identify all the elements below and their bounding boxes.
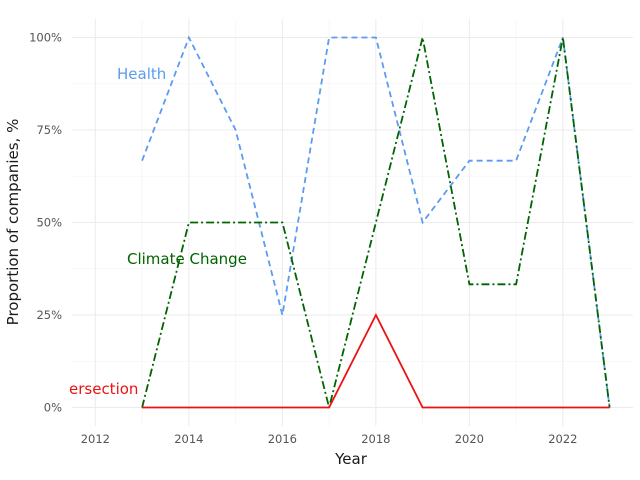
series-line-intersection [142,313,610,409]
series-line-climate-change [141,37,611,408]
x-tick-label: 2014 [174,432,203,446]
y-tick-label: 50% [36,216,62,230]
y-tick-label: 100% [29,31,62,45]
x-tick-label: 2012 [81,432,110,446]
grid-lines [72,19,633,426]
series-label-intersection: ersection [69,380,138,398]
series-direct-labels: Health Climate Change ersection [69,65,247,398]
y-axis-title: Proportion of companies, % [4,119,22,326]
x-tick-label: 2016 [268,432,297,446]
x-axis-title: Year [334,450,368,468]
series-line-health [141,35,611,408]
series-label-health: Health [117,65,166,83]
x-tick-label: 2018 [361,432,390,446]
x-tick-label: 2020 [455,432,484,446]
y-tick-label: 25% [36,308,62,322]
x-tick-label: 2022 [548,432,577,446]
series-label-climate-change: Climate Change [127,250,247,268]
tick-labels: 2012 2014 2016 2018 2020 2022 0% 25% 50% 75% 100% [29,31,577,447]
y-tick-label: 0% [44,401,62,415]
y-tick-label: 75% [36,123,62,137]
series-lines [141,35,611,409]
